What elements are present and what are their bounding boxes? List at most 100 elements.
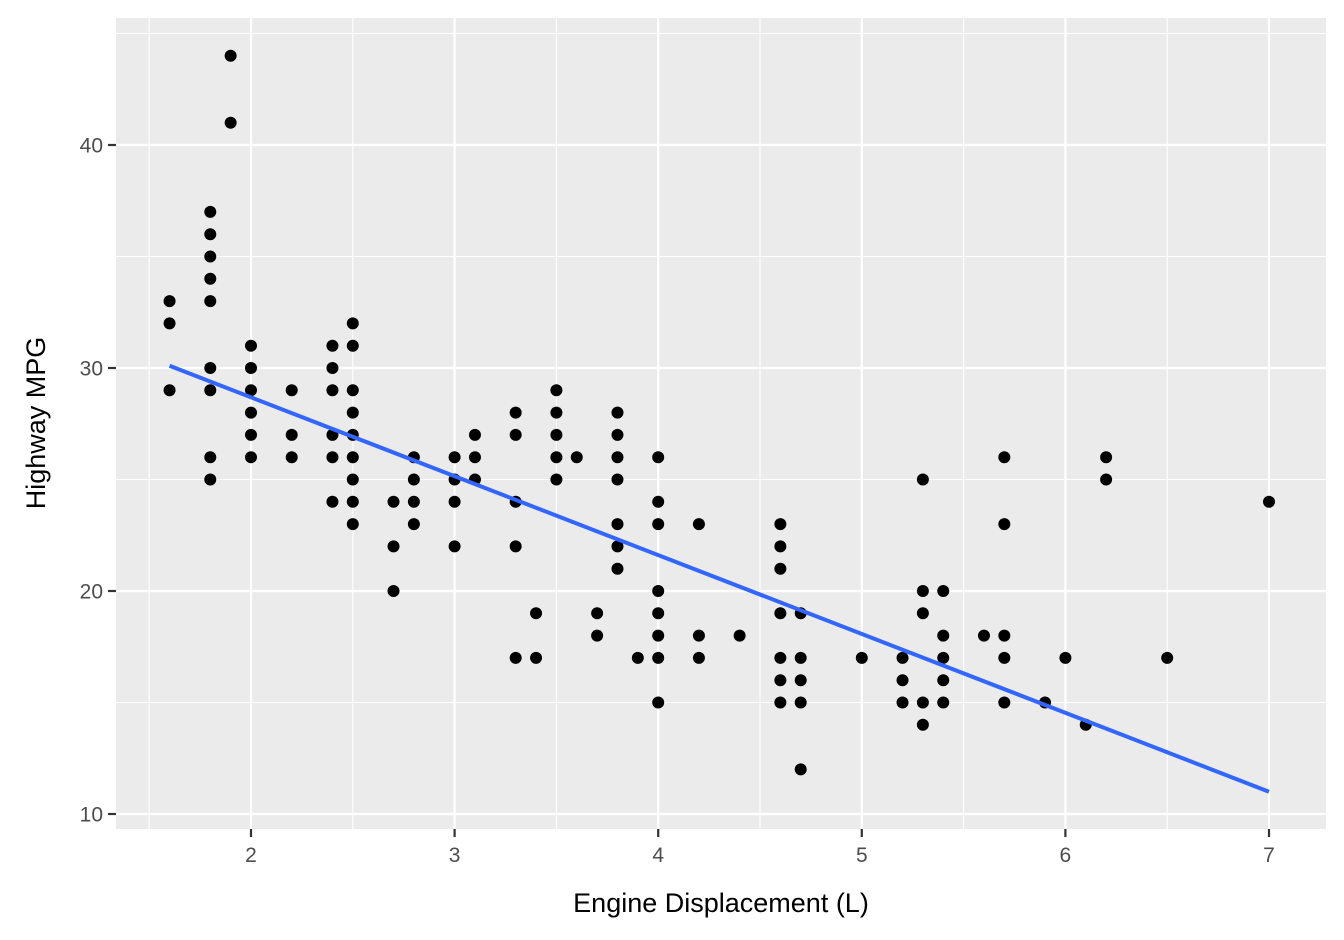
data-point — [1059, 651, 1072, 664]
data-point — [774, 696, 787, 709]
x-tick-label: 6 — [1060, 844, 1072, 867]
data-point — [326, 495, 339, 508]
data-point — [937, 674, 950, 687]
data-point — [448, 495, 461, 508]
data-point — [692, 629, 705, 642]
data-point — [224, 49, 237, 62]
data-point — [916, 718, 929, 731]
data-point — [998, 696, 1011, 709]
x-axis-title: Engine Displacement (L) — [573, 888, 869, 918]
data-point — [998, 518, 1011, 531]
data-point — [916, 607, 929, 620]
y-tick-label: 30 — [80, 358, 103, 381]
data-point — [998, 629, 1011, 642]
data-point — [1100, 473, 1113, 486]
data-point — [774, 674, 787, 687]
data-point — [346, 339, 359, 352]
data-point — [611, 451, 624, 464]
data-point — [916, 473, 929, 486]
data-point — [611, 540, 624, 553]
data-point — [937, 629, 950, 642]
data-point — [285, 451, 298, 464]
data-point — [204, 272, 217, 285]
data-point — [204, 473, 217, 486]
data-point — [285, 384, 298, 397]
data-point — [346, 384, 359, 397]
x-tick-label: 5 — [856, 844, 868, 867]
data-point — [326, 384, 339, 397]
minor-gridlines — [116, 18, 1326, 829]
data-point — [204, 205, 217, 218]
major-gridlines — [116, 18, 1326, 829]
data-point — [163, 317, 176, 330]
data-point — [245, 451, 257, 464]
data-point — [550, 384, 563, 397]
data-point — [774, 540, 787, 553]
x-tick-label: 7 — [1263, 844, 1275, 867]
data-point — [204, 295, 217, 308]
data-point — [468, 428, 481, 441]
data-point — [387, 585, 400, 597]
data-point — [163, 384, 176, 397]
x-axis: 2 3 4 5 6 7 — [245, 829, 1275, 867]
data-point — [448, 451, 461, 464]
data-point — [896, 651, 909, 664]
y-tick-label: 40 — [80, 135, 103, 158]
data-point — [163, 295, 176, 308]
trend-line — [168, 363, 1270, 794]
y-tick-label: 20 — [80, 581, 103, 604]
data-point — [1100, 451, 1113, 464]
data-point — [245, 406, 257, 419]
data-point — [652, 629, 665, 642]
data-point — [692, 518, 705, 531]
data-point — [1263, 495, 1275, 508]
data-point — [224, 116, 237, 129]
data-point — [285, 428, 298, 441]
data-point — [652, 585, 665, 597]
data-point — [468, 451, 481, 464]
data-point — [774, 518, 787, 531]
data-points — [163, 49, 1275, 776]
data-point — [591, 607, 604, 620]
y-axis: 10 20 30 40 — [80, 135, 116, 827]
data-point — [652, 518, 665, 531]
data-point — [346, 495, 359, 508]
y-tick-label: 10 — [80, 804, 103, 827]
data-point — [387, 540, 400, 553]
data-point — [326, 451, 339, 464]
data-point — [774, 607, 787, 620]
data-point — [245, 339, 257, 352]
data-point — [550, 473, 563, 486]
y-axis-title: Highway MPG — [21, 337, 51, 510]
data-point — [204, 451, 217, 464]
data-point — [530, 651, 543, 664]
data-point — [448, 540, 461, 553]
data-point — [692, 651, 705, 664]
data-point — [346, 518, 359, 531]
data-point — [550, 428, 563, 441]
plot-panel — [116, 18, 1326, 829]
data-point — [326, 339, 339, 352]
data-point — [998, 651, 1011, 664]
data-point — [652, 696, 665, 709]
data-point — [733, 629, 746, 642]
data-point — [346, 473, 359, 486]
data-point — [611, 428, 624, 441]
data-point — [407, 473, 420, 486]
data-point — [387, 495, 400, 508]
data-point — [916, 585, 929, 597]
data-point — [794, 763, 807, 776]
data-point — [204, 228, 217, 241]
data-point — [509, 406, 522, 419]
x-tick-label: 2 — [245, 844, 257, 867]
data-point — [774, 562, 787, 575]
data-point — [937, 585, 950, 597]
data-point — [245, 384, 257, 397]
data-point — [245, 362, 257, 374]
data-point — [652, 451, 665, 464]
data-point — [509, 428, 522, 441]
data-point — [509, 651, 522, 664]
data-point — [611, 518, 624, 531]
data-point — [204, 362, 217, 374]
